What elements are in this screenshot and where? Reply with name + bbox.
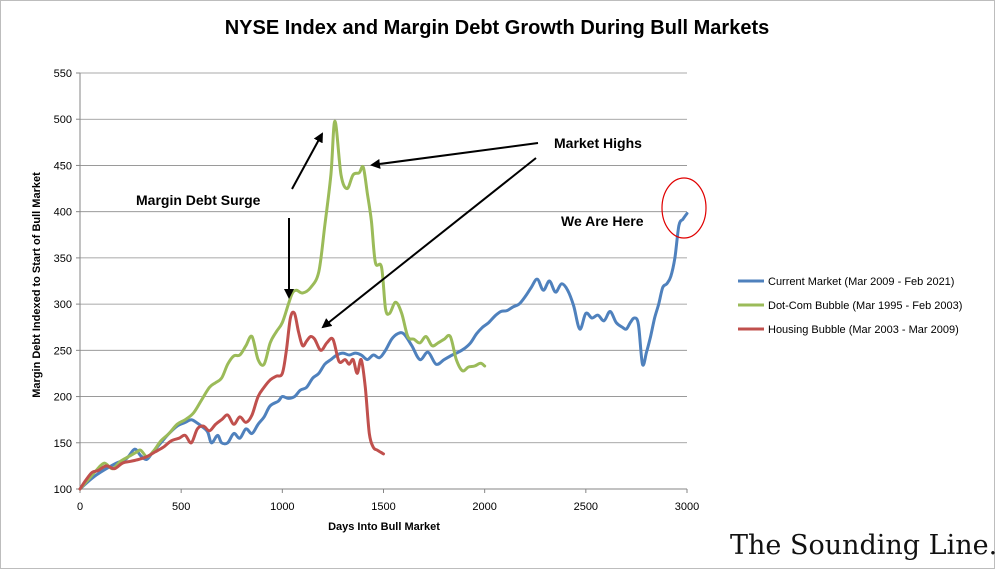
y-tick-label: 100 [54,484,72,496]
x-tick-label: 1500 [371,501,395,513]
legend-label-dotcom-bubble: Dot-Com Bubble (Mar 1995 - Feb 2003) [768,300,962,312]
series-layer [78,119,689,491]
x-tick-label: 2500 [574,501,598,513]
y-tick-label: 550 [54,68,72,80]
x-tick-labels: 0 500 1000 1500 2000 2500 3000 [77,501,699,513]
y-tick-label: 250 [54,345,72,357]
chart-title: NYSE Index and Margin Debt Growth During… [225,17,770,39]
grid-lines [80,72,687,444]
arrow-surge-to-peak [291,132,323,190]
x-tick-label: 500 [172,501,190,513]
y-tick-labels: 100 150 200 250 300 350 400 450 500 550 [54,68,72,496]
series-line-housing-bubble [78,310,385,491]
x-tick-label: 2000 [472,501,496,513]
x-tick-label: 0 [77,501,83,513]
y-tick-label: 400 [54,207,72,219]
series-line-dotcom-bubble [78,119,487,491]
x-tick-label: 3000 [675,501,699,513]
annotation-we-are-here: We Are Here [561,213,644,229]
arrow-market-high-housing [321,157,537,329]
axes [76,72,688,493]
arrow-market-high-dotcom [370,142,539,169]
legend: Current Market (Mar 2009 - Feb 2021) Dot-… [738,276,962,336]
legend-label-housing-bubble: Housing Bubble (Mar 2003 - Mar 2009) [768,324,959,336]
y-tick-label: 350 [54,253,72,265]
y-tick-label: 450 [54,160,72,172]
y-axis-label: Margin Debt Indexed to Start of Bull Mar… [31,172,43,398]
x-axis-label: Days Into Bull Market [328,521,440,533]
we-are-here-circle [661,177,707,239]
y-tick-label: 150 [54,438,72,450]
x-tick-label: 1000 [270,501,294,513]
y-tick-label: 500 [54,114,72,126]
annotation-margin-debt-surge: Margin Debt Surge [136,192,261,208]
series-line-current-market [78,212,689,491]
annotation-market-highs: Market Highs [554,135,642,151]
y-tick-label: 300 [54,299,72,311]
y-tick-label: 200 [54,392,72,404]
legend-label-current-market: Current Market (Mar 2009 - Feb 2021) [768,276,954,288]
watermark-text: The Sounding Line.com [730,530,995,561]
